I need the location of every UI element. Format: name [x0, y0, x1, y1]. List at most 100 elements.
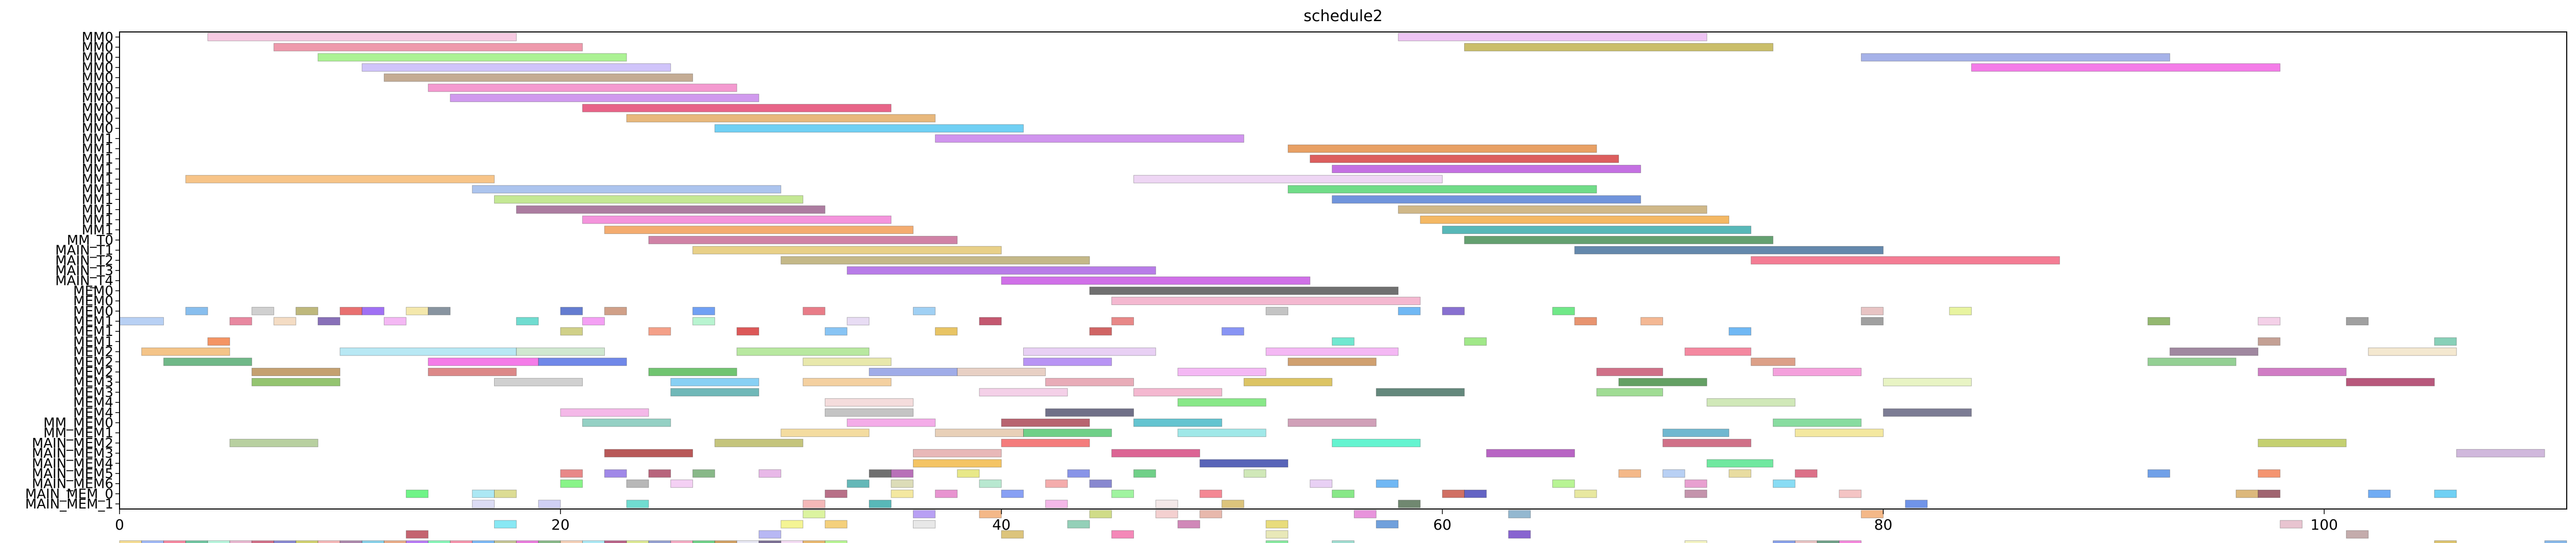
schedule-bar — [229, 438, 318, 447]
schedule-bar — [1574, 317, 1597, 326]
schedule-bar — [758, 530, 782, 539]
schedule-bar — [846, 479, 870, 488]
schedule-bar — [560, 327, 583, 336]
y-tick-label: MM0 — [82, 101, 113, 116]
schedule-bar — [1684, 479, 1707, 488]
schedule-bar — [1199, 459, 1289, 468]
schedule-bar — [317, 540, 341, 543]
schedule-bar — [979, 388, 1068, 397]
schedule-bar — [207, 540, 230, 543]
schedule-bar — [1817, 540, 1840, 543]
y-tick-label: MEM0 — [73, 294, 113, 309]
x-tick-label: 20 — [551, 516, 570, 533]
schedule-bar — [494, 489, 517, 498]
schedule-bar — [692, 307, 715, 315]
schedule-bar — [1728, 469, 1752, 478]
schedule-bar — [1773, 418, 1862, 427]
schedule-bar — [2147, 358, 2236, 366]
schedule-bar — [560, 479, 583, 488]
schedule-bar — [1464, 43, 1773, 52]
schedule-bar — [1177, 368, 1266, 376]
schedule-bar — [582, 104, 892, 112]
schedule-bar — [2434, 489, 2457, 498]
schedule-bar — [1464, 235, 1773, 244]
schedule-bar — [1177, 520, 1200, 529]
y-tick-label: MM0 — [82, 91, 113, 106]
schedule-bar — [472, 540, 495, 543]
schedule-bar — [781, 540, 804, 543]
schedule-bar — [1398, 307, 1421, 315]
schedule-bar — [1310, 155, 1619, 163]
schedule-bar — [869, 469, 892, 478]
schedule-bar — [1883, 378, 1972, 386]
y-tick-label: MEM4 — [73, 395, 113, 411]
schedule-bar — [317, 53, 627, 62]
schedule-bar — [1442, 307, 1465, 315]
schedule-bar — [1398, 32, 1707, 41]
schedule-bar — [1728, 327, 1752, 336]
schedule-bar — [1464, 337, 1487, 346]
schedule-bar — [1001, 489, 1024, 498]
schedule-bar — [1773, 540, 1795, 543]
schedule-bar — [1023, 347, 1156, 356]
y-tick-label: MAIN_MEM5 — [32, 466, 113, 482]
schedule-bar — [1353, 510, 1377, 518]
schedule-bar — [1222, 327, 1244, 336]
schedule-bar — [207, 32, 517, 41]
schedule-bar — [405, 530, 429, 539]
schedule-bar — [935, 489, 958, 498]
schedule-bar — [1839, 489, 1862, 498]
schedule-bar — [119, 540, 142, 543]
schedule-bar — [295, 307, 318, 315]
schedule-bar — [957, 469, 980, 478]
y-tick-label: MM_T0 — [67, 233, 113, 248]
schedule-bar — [891, 469, 913, 478]
y-tick-label: MM1 — [82, 162, 113, 177]
schedule-bar — [1001, 418, 1090, 427]
schedule-bar — [913, 459, 1002, 468]
schedule-bar — [141, 347, 230, 356]
schedule-bar — [494, 195, 804, 204]
schedule-bar — [1265, 520, 1289, 529]
schedule-bar — [758, 469, 782, 478]
schedule-bar — [582, 317, 605, 326]
schedule-bar — [1706, 459, 1774, 468]
schedule-bar — [274, 317, 296, 326]
schedule-bar — [1773, 479, 1795, 488]
schedule-bar — [340, 540, 363, 543]
schedule-bar — [1332, 165, 1641, 173]
schedule-bar — [1177, 429, 1266, 437]
y-tick-label: MEM1 — [73, 314, 113, 330]
schedule-bar — [714, 540, 737, 543]
schedule-bar — [626, 500, 649, 508]
y-tick-label: MM0 — [82, 111, 113, 126]
y-tick-label: MM1 — [82, 223, 113, 238]
schedule-bar — [1663, 469, 1685, 478]
schedule-bar — [2170, 347, 2259, 356]
schedule-bar — [1332, 337, 1354, 346]
schedule-bar — [935, 134, 1244, 143]
schedule-bar — [692, 540, 715, 543]
schedule-bar — [1111, 530, 1134, 539]
schedule-bar — [891, 479, 913, 488]
schedule-bar — [405, 489, 429, 498]
y-tick-label: MM0 — [82, 80, 113, 96]
y-tick-label: MM1 — [82, 192, 113, 208]
schedule-bar — [714, 438, 804, 447]
schedule-bar — [516, 205, 825, 214]
schedule-bar — [935, 327, 958, 336]
y-tick-label: MM0 — [82, 60, 113, 76]
schedule-bar — [670, 378, 759, 386]
schedule-bar — [913, 307, 936, 315]
schedule-bar — [2280, 520, 2303, 529]
schedule-bar — [1089, 510, 1112, 518]
schedule-bar — [626, 114, 936, 123]
schedule-bar — [1508, 510, 1531, 518]
schedule-bar — [384, 317, 406, 326]
schedule-bar — [1706, 398, 1795, 407]
schedule-bar — [1552, 307, 1575, 315]
schedule-bar — [670, 540, 693, 543]
schedule-bar — [251, 378, 341, 386]
schedule-bar — [274, 43, 583, 52]
